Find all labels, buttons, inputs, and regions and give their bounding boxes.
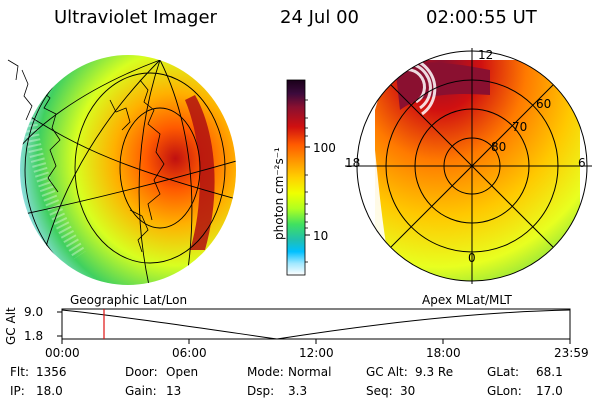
mlt-label-0: 0: [468, 251, 476, 265]
time-tick-2359: 23:59: [554, 346, 589, 360]
flt-label: Flt:: [10, 365, 29, 379]
colorbar-tick-100: 100: [313, 141, 336, 155]
lat-label-70: 70: [512, 120, 528, 134]
lat-label-60: 60: [536, 97, 552, 111]
glon-value: 17.0: [536, 384, 563, 398]
dsp-value: 3.3: [288, 384, 308, 398]
observation-date: 24 Jul 00: [280, 7, 359, 28]
altitude-plot: [57, 308, 571, 344]
time-tick-1200: 12:00: [299, 346, 334, 360]
door-value: Open: [166, 365, 199, 379]
colorbar-unit-label: photon cm⁻²s⁻¹: [272, 147, 286, 240]
colorbar-tick-10: 10: [313, 229, 329, 243]
gain-label: Gain:: [125, 384, 157, 398]
left-auroral-image: [7, 55, 236, 285]
altitude-axis-label: GC Alt: [4, 307, 18, 345]
mode-label: Mode:: [247, 365, 284, 379]
mode-value: Normal: [288, 365, 332, 379]
gc-alt-value: 9.3 Re: [415, 365, 454, 379]
colorbar: [286, 79, 310, 276]
gain-value: 13: [166, 384, 182, 398]
observation-time: 02:00:55 UT: [426, 7, 537, 28]
instrument-title: Ultraviolet Imager: [54, 7, 217, 28]
mlt-label-12: 12: [478, 48, 494, 62]
dsp-label: Dsp:: [247, 384, 275, 398]
flt-value: 1356: [36, 365, 67, 379]
ip-label: IP:: [10, 384, 25, 398]
mlt-label-18: 18: [345, 156, 361, 170]
ip-value: 18.0: [36, 384, 63, 398]
glat-value: 68.1: [536, 365, 563, 379]
time-tick-0600: 06:00: [172, 346, 207, 360]
door-label: Door:: [125, 365, 158, 379]
gc-alt-label: GC Alt:: [366, 365, 408, 379]
lat-label-80: 80: [491, 140, 507, 154]
seq-label: Seq:: [366, 384, 393, 398]
time-tick-0000: 00:00: [45, 346, 80, 360]
altitude-tick-low: 1.8: [24, 329, 44, 343]
glat-label: GLat:: [487, 365, 520, 379]
seq-value: 30: [400, 384, 416, 398]
time-tick-1800: 18:00: [426, 346, 461, 360]
altitude-tick-high: 9.0: [24, 305, 44, 319]
right-map-label: Apex MLat/MLT: [422, 293, 512, 307]
mlt-label-6: 6: [578, 156, 586, 170]
left-map-label: Geographic Lat/Lon: [70, 293, 188, 307]
glon-label: GLon:: [487, 384, 522, 398]
